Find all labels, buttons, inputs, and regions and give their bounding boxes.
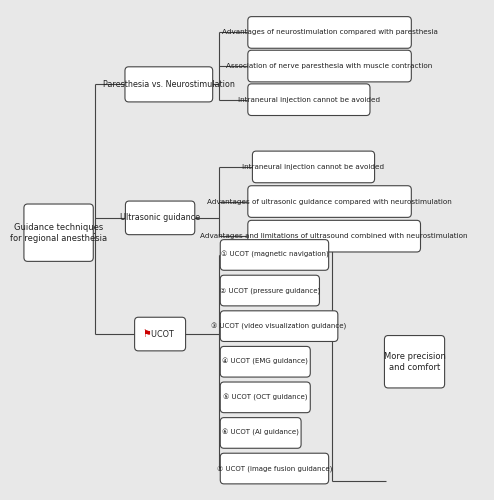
FancyBboxPatch shape: [24, 204, 93, 262]
Text: Advantages of neurostimulation compared with paresthesia: Advantages of neurostimulation compared …: [222, 30, 438, 36]
FancyBboxPatch shape: [220, 346, 310, 377]
Text: More precision
and comfort: More precision and comfort: [384, 352, 446, 372]
Text: Ultrasonic guidance: Ultrasonic guidance: [120, 214, 200, 222]
FancyBboxPatch shape: [248, 84, 370, 116]
FancyBboxPatch shape: [220, 382, 310, 412]
FancyBboxPatch shape: [125, 67, 213, 102]
Text: Association of nerve paresthesia with muscle contraction: Association of nerve paresthesia with mu…: [226, 63, 433, 69]
Text: Advantages of ultrasonic guidance compared with neurostimulation: Advantages of ultrasonic guidance compar…: [207, 198, 452, 204]
FancyBboxPatch shape: [220, 240, 329, 270]
Text: Intraneural injection cannot be avoided: Intraneural injection cannot be avoided: [238, 96, 380, 102]
Text: UCOT: UCOT: [146, 330, 174, 338]
FancyBboxPatch shape: [220, 418, 301, 448]
FancyBboxPatch shape: [220, 311, 338, 342]
Text: ② UCOT (pressure guidance): ② UCOT (pressure guidance): [220, 288, 320, 294]
FancyBboxPatch shape: [248, 186, 412, 218]
Text: Guidance techniques
for regional anesthesia: Guidance techniques for regional anesthe…: [10, 222, 107, 242]
Text: ⚑: ⚑: [142, 329, 151, 339]
Text: ⑤ UCOT (OCT guidance): ⑤ UCOT (OCT guidance): [223, 394, 308, 401]
FancyBboxPatch shape: [220, 275, 320, 306]
Text: Advantages and limitations of ultrasound combined with neurostimulation: Advantages and limitations of ultrasound…: [201, 233, 468, 239]
FancyBboxPatch shape: [252, 151, 374, 183]
FancyBboxPatch shape: [134, 317, 186, 351]
Text: ⑥ UCOT (AI guidance): ⑥ UCOT (AI guidance): [222, 430, 299, 436]
FancyBboxPatch shape: [125, 201, 195, 234]
FancyBboxPatch shape: [248, 220, 420, 252]
Text: ④ UCOT (EMG guidance): ④ UCOT (EMG guidance): [222, 358, 308, 366]
FancyBboxPatch shape: [248, 50, 412, 82]
Text: ① UCOT (magnetic navigation): ① UCOT (magnetic navigation): [221, 252, 329, 258]
Text: ③ UCOT (video visualization guidance): ③ UCOT (video visualization guidance): [211, 322, 347, 330]
FancyBboxPatch shape: [384, 336, 445, 388]
Text: ⑦ UCOT (image fusion guidance): ⑦ UCOT (image fusion guidance): [217, 466, 332, 472]
Text: Paresthesia vs. Neurostimulation: Paresthesia vs. Neurostimulation: [103, 80, 235, 89]
FancyBboxPatch shape: [220, 453, 329, 484]
FancyBboxPatch shape: [248, 16, 412, 48]
Text: Intraneural injection cannot be avoided: Intraneural injection cannot be avoided: [243, 164, 384, 170]
